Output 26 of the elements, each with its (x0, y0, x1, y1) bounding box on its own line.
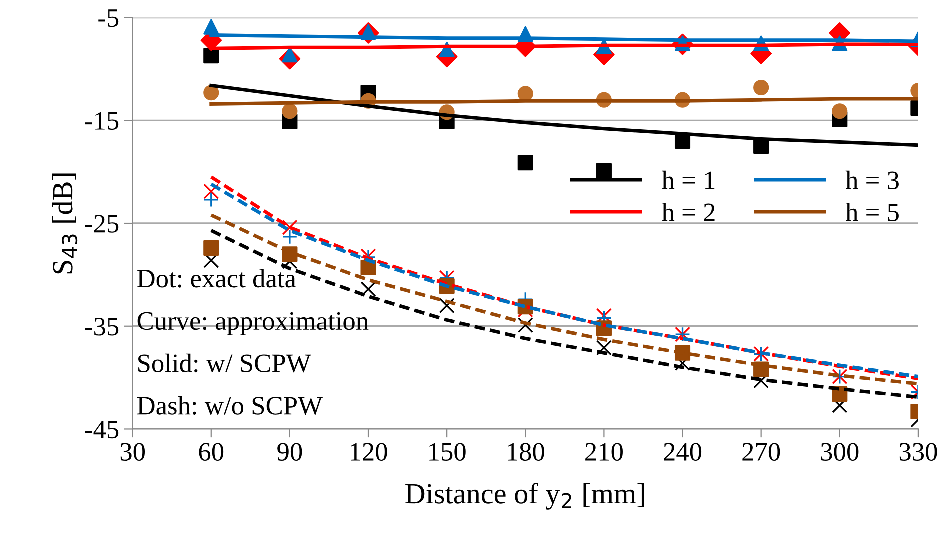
annotation: Solid: w/ SCPW (138, 354, 312, 373)
y-tick-label: -5 (98, 10, 119, 28)
x-tick-label: 210 (586, 443, 623, 461)
x-tick-label: 30 (120, 443, 146, 461)
x-tick-label: 120 (351, 443, 388, 461)
y-tick-label: -25 (85, 215, 119, 233)
x-tick-label: 330 (900, 443, 938, 461)
legend-label: h = 3 (846, 170, 899, 190)
x-tick-label: 180 (508, 443, 544, 461)
legend-label: h = 2 (662, 202, 715, 222)
annotation: Curve: approximation (138, 312, 369, 336)
y-tick-label: -45 (85, 421, 119, 439)
annotation: Dot: exact data (138, 269, 296, 288)
y-tick-label: -35 (85, 318, 119, 336)
x-tick-label: 90 (278, 443, 302, 461)
x-tick-label: 270 (742, 443, 780, 461)
x-tick-label: 150 (430, 443, 466, 461)
annotation: Dash: w/o SCPW (138, 396, 323, 415)
y-tick-label: -15 (85, 112, 119, 130)
y-axis-title: S$_{43}$ [dB] (52, 174, 78, 274)
x-tick-label: 60 (199, 443, 224, 461)
legend-label: h = 1 (662, 170, 715, 190)
legend-label: h = 5 (846, 202, 899, 222)
x-tick-label: 300 (821, 443, 859, 461)
x-tick-label: 240 (664, 443, 702, 461)
x-axis-title: Distance of y$_{2}$ [mm] (406, 483, 644, 510)
